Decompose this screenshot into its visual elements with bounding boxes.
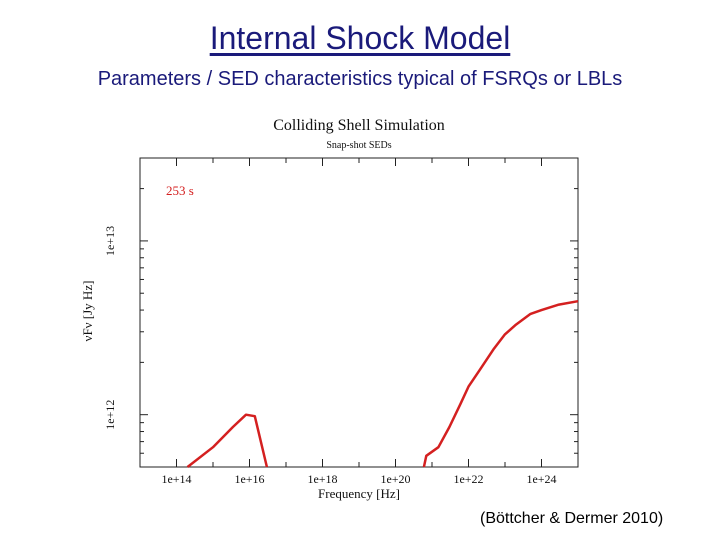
chart-title: Colliding Shell Simulation xyxy=(273,117,445,134)
x-tick-label: 1e+24 xyxy=(526,472,556,486)
x-axis-label: Frequency [Hz] xyxy=(318,486,400,501)
time-annotation: 253 s xyxy=(166,183,194,198)
y-tick-labels: 1e+12 1e+13 xyxy=(103,226,117,430)
plot-area xyxy=(139,157,579,468)
citation: (Böttcher & Dermer 2010) xyxy=(480,510,664,527)
y-axis-label: νFν [Jy Hz] xyxy=(80,281,95,342)
series-lines xyxy=(186,299,579,468)
x-tick-label: 1e+20 xyxy=(380,472,410,486)
x-tick-labels: 1e+14 1e+16 1e+18 1e+20 1e+22 1e+24 xyxy=(161,472,556,486)
plot-frame xyxy=(139,157,579,468)
y-tick-label: 1e+13 xyxy=(103,226,117,256)
slide-title: Internal Shock Model xyxy=(209,20,511,56)
x-tick-label: 1e+18 xyxy=(307,472,337,486)
y-tick-label: 1e+12 xyxy=(103,400,117,430)
sed-curve-segment xyxy=(186,413,269,468)
sed-curve-segment xyxy=(422,299,579,468)
slide-subtitle: Parameters / SED characteristics typical… xyxy=(97,68,623,90)
x-tick-label: 1e+14 xyxy=(161,472,191,486)
axis-ticks xyxy=(139,157,579,468)
x-tick-label: 1e+22 xyxy=(453,472,483,486)
x-tick-label: 1e+16 xyxy=(234,472,264,486)
chart-subtitle: Snap-shot SEDs xyxy=(326,140,391,151)
